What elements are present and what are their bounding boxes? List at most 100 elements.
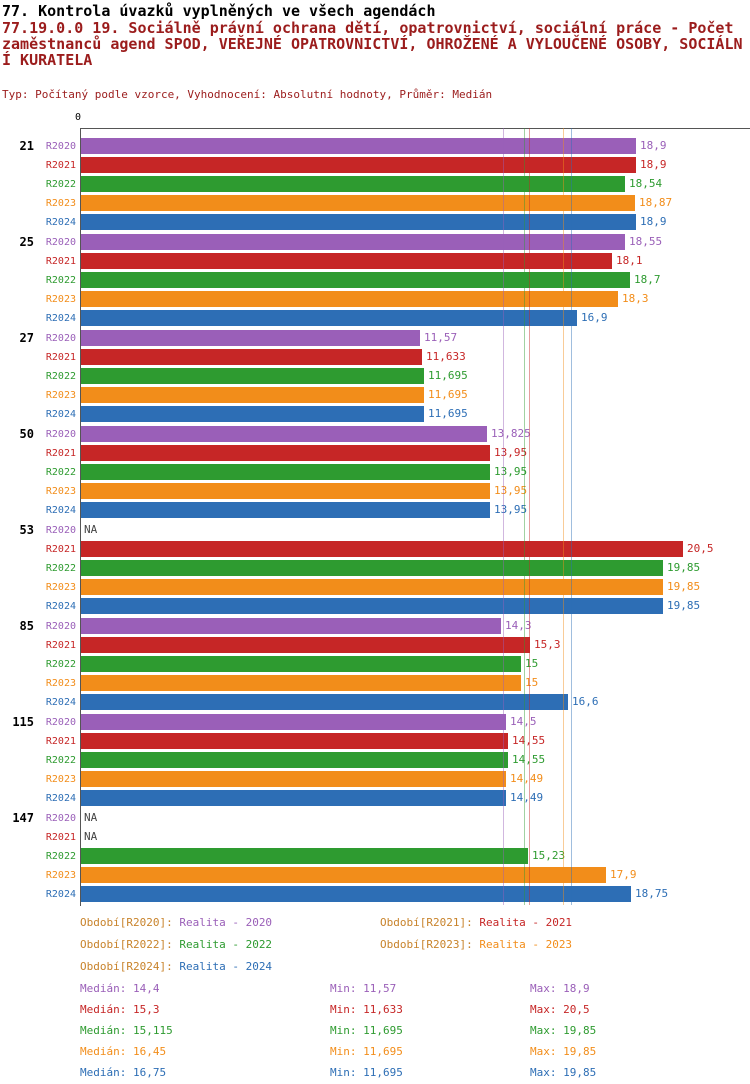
series-row-label: R2022 (45, 659, 76, 670)
series-row-label: R2024 (45, 409, 76, 420)
bar-value: 14,55 (512, 734, 546, 747)
bar-R2024-21 (81, 214, 636, 230)
legend-series-name: Realita - 2023 (479, 938, 573, 951)
series-row-label: R2020 (45, 813, 76, 824)
series-row-label: R2022 (45, 851, 76, 862)
category-label: 53 (19, 523, 34, 537)
series-row-label: R2022 (45, 467, 76, 478)
series-row-label: R2023 (45, 390, 76, 401)
bar-value: 15,3 (534, 638, 561, 651)
bar-value: 13,825 (491, 427, 531, 440)
bar-value: 19,85 (667, 580, 701, 593)
bar-value: 18,75 (635, 887, 669, 900)
median-line-R2022 (524, 128, 525, 905)
category-label: 115 (12, 715, 34, 729)
bar-value-na: NA (84, 811, 98, 824)
bar-R2022-25 (81, 272, 630, 288)
bar-R2022-27 (81, 368, 424, 384)
series-row-label: R2024 (45, 313, 76, 324)
series-row-label: R2024 (45, 697, 76, 708)
bar-R2022-21 (81, 176, 625, 192)
series-row-label: R2020 (45, 237, 76, 248)
bar-R2023-85 (81, 675, 521, 691)
median-line-R2024 (571, 128, 572, 905)
series-row-label: R2023 (45, 294, 76, 305)
series-row-label: R2022 (45, 563, 76, 574)
legend-entry-2023: Období[R2023]: Realita - 2023 (380, 938, 572, 951)
bar-R2020-115 (81, 714, 506, 730)
bar-value: 20,5 (687, 542, 714, 555)
stat-min: Min: 11,57 (330, 982, 397, 995)
series-row-label: R2024 (45, 601, 76, 612)
legend-entry-2021: Období[R2021]: Realita - 2021 (380, 916, 572, 929)
series-row-label: R2023 (45, 486, 76, 497)
series-row-label: R2022 (45, 275, 76, 286)
bar-R2020-25 (81, 234, 625, 250)
stat-min: Min: 11,633 (330, 1003, 403, 1016)
bar-value: 13,95 (494, 446, 528, 459)
bar-value: 14,49 (510, 791, 544, 804)
bar-value: 15 (525, 676, 539, 689)
bar-R2021-25 (81, 253, 612, 269)
bar-value: 16,9 (581, 311, 608, 324)
legend-prefix: Období[R2020]: (80, 916, 180, 929)
bar-R2022-115 (81, 752, 508, 768)
bar-value: 11,695 (428, 369, 468, 382)
bar-value: 17,9 (610, 868, 637, 881)
series-row-label: R2023 (45, 198, 76, 209)
stat-max: Max: 19,85 (530, 1066, 597, 1079)
bar-R2020-50 (81, 426, 487, 442)
series-row-label: R2023 (45, 870, 76, 881)
bar-R2024-27 (81, 406, 424, 422)
bar-value: 18,7 (634, 273, 661, 286)
stat-min: Min: 11,695 (330, 1045, 403, 1058)
bar-value-na: NA (84, 523, 98, 536)
bar-R2021-53 (81, 541, 683, 557)
bar-R2024-25 (81, 310, 577, 326)
stat-max: Max: 20,5 (530, 1003, 590, 1016)
bar-value: 18,9 (640, 215, 667, 228)
bar-value: 18,9 (640, 139, 667, 152)
bar-value: 18,54 (629, 177, 663, 190)
series-row-label: R2023 (45, 774, 76, 785)
bar-R2023-53 (81, 579, 663, 595)
series-row-label: R2024 (45, 505, 76, 516)
bar-R2021-115 (81, 733, 508, 749)
series-row-label: R2021 (45, 160, 76, 171)
x-axis-zero-label: 0 (74, 112, 82, 123)
series-row-label: R2021 (45, 448, 76, 459)
series-row-label: R2020 (45, 141, 76, 152)
series-row-label: R2020 (45, 429, 76, 440)
bar-R2024-85 (81, 694, 568, 710)
bar-value: 14,5 (510, 715, 537, 728)
legend-prefix: Období[R2023]: (380, 938, 480, 951)
series-row-label: R2024 (45, 217, 76, 228)
series-row-label: R2024 (45, 889, 76, 900)
bar-value: 11,695 (428, 407, 468, 420)
bar-R2020-85 (81, 618, 501, 634)
bar-R2023-21 (81, 195, 635, 211)
bar-R2022-85 (81, 656, 521, 672)
bar-R2022-50 (81, 464, 490, 480)
bar-R2024-53 (81, 598, 663, 614)
legend-series-name: Realita - 2020 (179, 916, 273, 929)
category-label: 50 (19, 427, 34, 441)
bar-R2023-50 (81, 483, 490, 499)
bar-R2023-25 (81, 291, 618, 307)
bar-R2023-115 (81, 771, 506, 787)
stat-median: Medián: 14,4 (80, 982, 160, 995)
stat-max: Max: 19,85 (530, 1045, 597, 1058)
category-label: 85 (19, 619, 34, 633)
bar-value: 19,85 (667, 599, 701, 612)
bar-value: 18,3 (622, 292, 649, 305)
stat-median: Medián: 16,75 (80, 1066, 167, 1079)
series-row-label: R2021 (45, 640, 76, 651)
series-row-label: R2021 (45, 544, 76, 555)
series-row-label: R2022 (45, 179, 76, 190)
bar-value: 11,633 (426, 350, 466, 363)
bar-R2024-50 (81, 502, 490, 518)
legend-prefix: Období[R2024]: (80, 960, 180, 973)
stat-median: Medián: 15,3 (80, 1003, 160, 1016)
bar-value: 11,57 (424, 331, 458, 344)
bar-value: 13,95 (494, 465, 528, 478)
